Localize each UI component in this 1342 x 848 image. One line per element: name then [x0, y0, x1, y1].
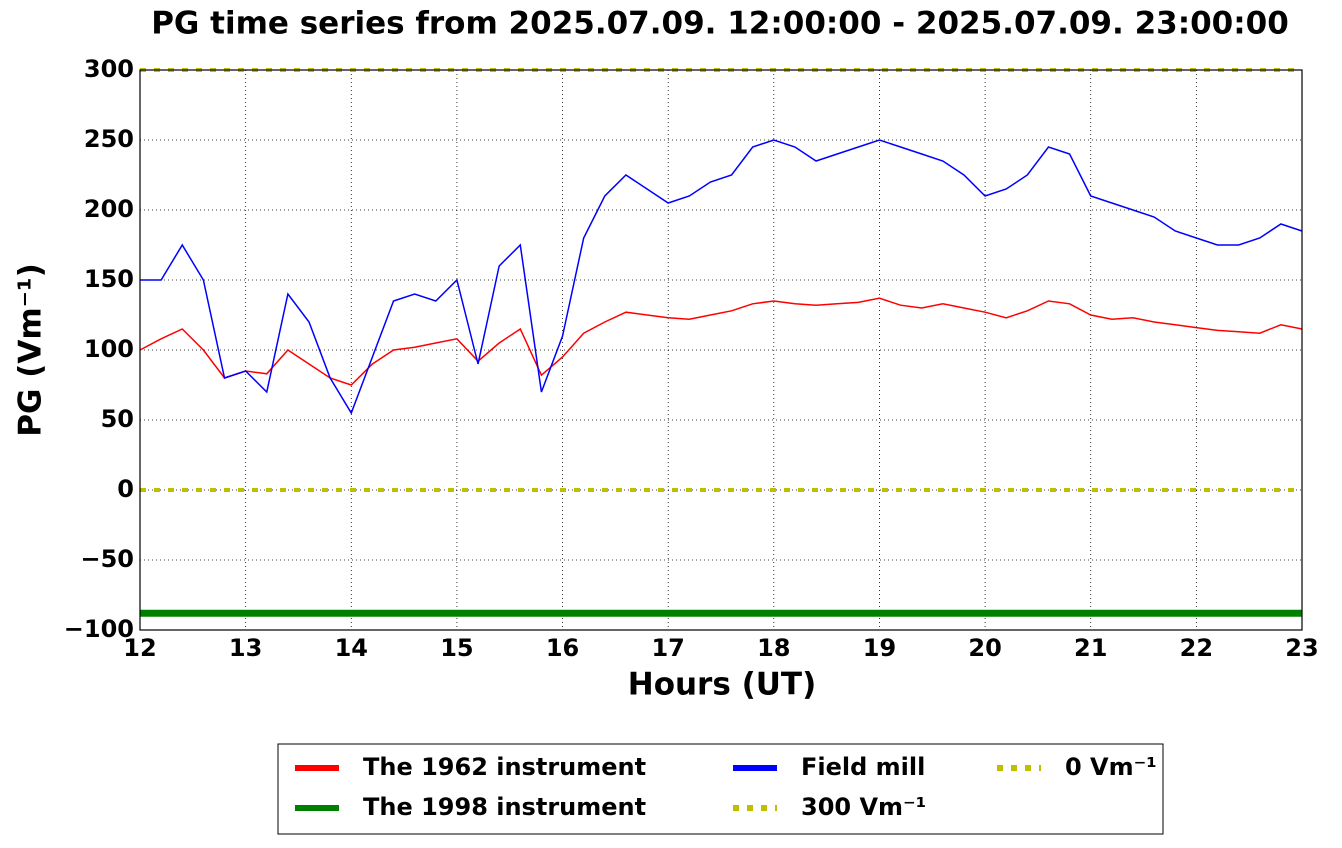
y-tick-label: 100 — [84, 335, 134, 363]
x-tick-label: 19 — [863, 634, 896, 662]
y-tick-label: 300 — [84, 55, 134, 83]
legend-label: 300 Vm⁻¹ — [801, 793, 926, 821]
x-tick-label: 17 — [651, 634, 684, 662]
x-tick-label: 13 — [229, 634, 262, 662]
x-axis-label: Hours (UT) — [628, 667, 817, 703]
y-tick-label: 50 — [101, 405, 134, 433]
x-tick-label: 20 — [968, 634, 1001, 662]
y-axis-label: PG (Vm⁻¹) — [13, 263, 49, 437]
chart-title: PG time series from 2025.07.09. 12:00:00… — [151, 6, 1289, 42]
x-tick-label: 16 — [546, 634, 579, 662]
data-line — [139, 297, 1303, 386]
legend-label: 0 Vm⁻¹ — [1065, 753, 1157, 781]
y-tick-label: −100 — [64, 615, 134, 643]
plot-frame — [139, 69, 1303, 631]
y-tick-label: 0 — [117, 475, 134, 503]
x-tick-label: 21 — [1074, 634, 1107, 662]
x-tick-label: 18 — [757, 634, 790, 662]
y-tick-label: 250 — [84, 125, 134, 153]
legend-box — [277, 743, 1164, 835]
x-tick-label: 15 — [440, 634, 473, 662]
y-tick-label: −50 — [80, 545, 134, 573]
y-tick-label: 200 — [84, 195, 134, 223]
legend-label: The 1998 instrument — [363, 793, 646, 821]
x-tick-label: 14 — [335, 634, 368, 662]
x-tick-label: 12 — [123, 634, 156, 662]
x-tick-label: 23 — [1285, 634, 1318, 662]
x-tick-label: 22 — [1180, 634, 1213, 662]
legend-label: The 1962 instrument — [363, 753, 646, 781]
y-tick-label: 150 — [84, 265, 134, 293]
data-line — [140, 139, 1303, 415]
legend-label: Field mill — [801, 753, 925, 781]
